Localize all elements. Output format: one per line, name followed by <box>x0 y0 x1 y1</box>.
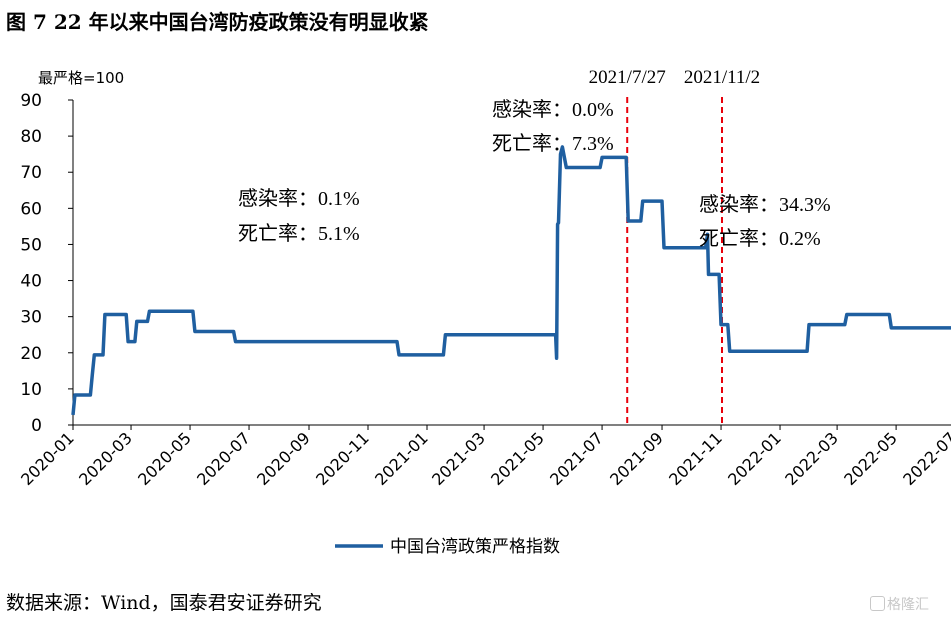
x-tick-label: 2022-01 <box>724 428 785 489</box>
y-tick-label: 10 <box>20 380 42 400</box>
y-tick-label: 40 <box>20 272 42 292</box>
x-tick-label: 2020-05 <box>134 428 195 489</box>
y-tick-label: 50 <box>20 235 42 255</box>
x-tick-label: 2021-05 <box>487 428 548 489</box>
watermark-logo: 格隆汇 <box>870 594 929 614</box>
y-tick-label: 30 <box>20 308 42 328</box>
x-tick-label: 2020-11 <box>312 428 373 489</box>
y-axis: 0 10 20 30 40 50 60 70 80 90 <box>20 91 74 436</box>
figure-title: 图 7 22 年以来中国台湾防疫政策没有明显收紧 <box>6 10 429 34</box>
annotation-death-rate: 死亡率：7.3% <box>492 132 614 155</box>
x-tick-label: 2021-11 <box>665 428 726 489</box>
x-tick-label: 2022-07 <box>899 428 951 489</box>
x-tick-label: 2020-09 <box>253 428 314 489</box>
annotation-death-rate: 死亡率：5.1% <box>238 222 360 245</box>
annotation-infection-rate: 感染率：0.0% <box>492 98 614 121</box>
x-tick-label: 2021-03 <box>428 428 489 489</box>
y-tick-label: 20 <box>20 344 42 364</box>
legend: 中国台湾政策严格指数 <box>335 537 560 557</box>
event-label: 2021/11/2 <box>684 67 760 88</box>
y-unit-note: 最严格=100 <box>38 69 124 87</box>
source-note: 数据来源：Wind，国泰君安证券研究 <box>6 592 322 614</box>
logo-text: 格隆汇 <box>887 597 929 613</box>
x-tick-label: 2021-07 <box>546 428 607 489</box>
x-tick-label: 2020-03 <box>75 428 136 489</box>
x-tick-label: 2021-01 <box>371 428 432 489</box>
event-markers: 2021/7/27 2021/11/2 <box>589 67 760 425</box>
series-line <box>71 145 951 416</box>
x-tick-label: 2020-01 <box>17 428 78 489</box>
annotation-infection-rate: 感染率：34.3% <box>699 193 831 216</box>
y-tick-label: 70 <box>20 163 42 183</box>
annotation-infection-rate: 感染率：0.1% <box>238 187 360 210</box>
legend-label: 中国台湾政策严格指数 <box>390 537 560 557</box>
y-tick-label: 60 <box>20 199 42 219</box>
logo-mark-icon <box>870 596 885 611</box>
annotations: 感染率：0.1% 死亡率：5.1% 感染率：0.0% 死亡率：7.3% 感染率：34.3… <box>238 98 831 250</box>
x-tick-label: 2020-07 <box>193 428 254 489</box>
y-tick-label: 80 <box>20 127 42 147</box>
y-tick-label: 0 <box>31 416 42 436</box>
event-label: 2021/7/27 <box>589 67 666 88</box>
x-tick-label: 2021-09 <box>606 428 667 489</box>
annotation-death-rate: 死亡率：0.2% <box>699 227 821 250</box>
x-tick-label: 2022-03 <box>781 428 842 489</box>
x-tick-label: 2022-05 <box>840 428 901 489</box>
series-layer <box>71 145 951 416</box>
y-tick-label: 90 <box>20 91 42 111</box>
